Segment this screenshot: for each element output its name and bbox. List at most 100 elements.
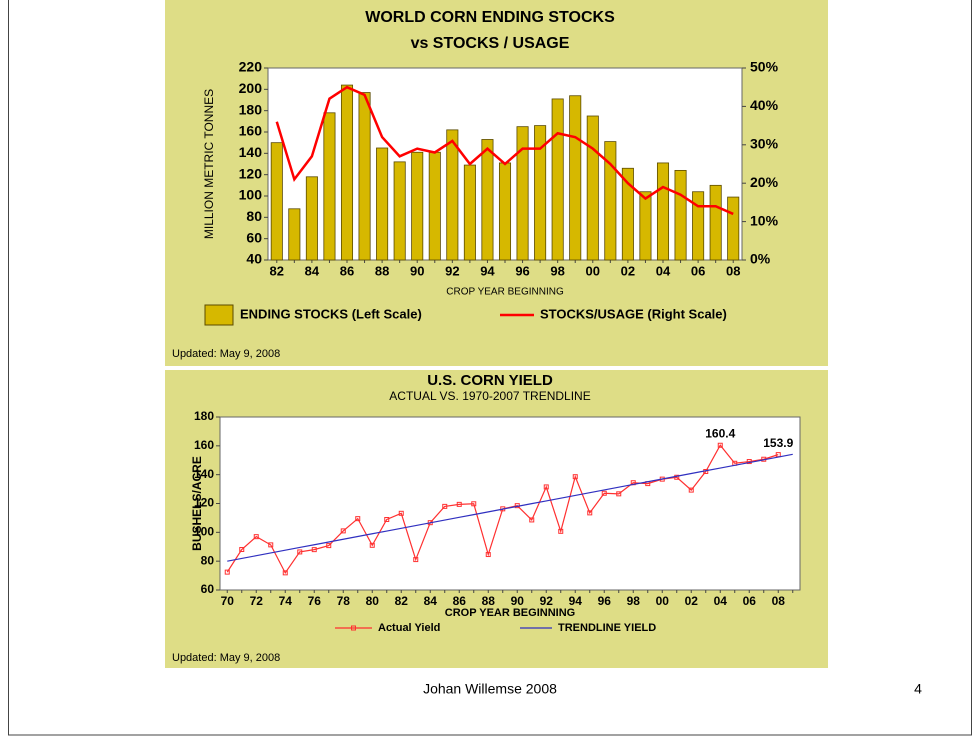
x-tick-label: 92: [540, 594, 554, 608]
legend-label: STOCKS/USAGE (Right Scale): [540, 306, 727, 321]
x-tick-label: 84: [305, 263, 320, 278]
legend-label: ENDING STOCKS (Left Scale): [240, 306, 422, 321]
x-tick-label: 82: [395, 594, 409, 608]
x-tick-label: 90: [511, 594, 525, 608]
point: [717, 442, 723, 448]
y-tick-label: 100: [239, 187, 263, 203]
y-tick-label: 60: [246, 229, 262, 245]
y-tick-label: 120: [239, 165, 263, 181]
point: [253, 534, 259, 540]
bar: [376, 147, 389, 261]
bar: [727, 196, 740, 261]
x-tick-label: 86: [453, 594, 467, 608]
y-tick-label: 60: [201, 582, 215, 596]
point: [340, 528, 346, 534]
y-tick-label: 160: [194, 438, 214, 452]
plot-area: [219, 416, 801, 591]
bar: [340, 84, 354, 261]
bar: [692, 191, 705, 261]
point: [224, 569, 230, 575]
bar: [621, 167, 634, 261]
point: [587, 510, 593, 516]
x-tick-label: 80: [366, 594, 380, 608]
bar: [569, 95, 582, 261]
point: [398, 510, 404, 516]
point: [268, 542, 274, 548]
point: [688, 487, 694, 493]
legend-swatch: [351, 625, 356, 631]
legend-label: TRENDLINE YIELD: [558, 622, 656, 634]
y2-tick-label: 30%: [750, 136, 779, 152]
point: [558, 528, 564, 534]
x-tick-label: 78: [337, 594, 351, 608]
bar: [358, 92, 371, 261]
x-tick-label: 86: [340, 263, 354, 278]
y2-tick-label: 0%: [750, 251, 771, 267]
bar: [428, 151, 441, 261]
x-tick-label: 00: [656, 594, 670, 608]
page-number: 4: [914, 681, 922, 697]
data-label: 153.9: [763, 436, 793, 450]
y2-tick-label: 20%: [750, 174, 779, 190]
y-tick-label: 140: [239, 144, 263, 160]
chart-title: U.S. CORN YIELD: [427, 372, 553, 389]
point: [456, 501, 462, 507]
chart-subtitle: ACTUAL VS. 1970-2007 TRENDLINE: [389, 389, 590, 403]
y2-tick-label: 50%: [750, 59, 779, 75]
bar: [586, 115, 599, 261]
y-tick-label: 80: [201, 553, 215, 567]
x-tick-label: 98: [550, 263, 564, 278]
bar: [481, 139, 494, 261]
legend-swatch: [204, 304, 234, 326]
point: [384, 517, 390, 523]
y2-tick-label: 10%: [750, 212, 779, 228]
bar: [305, 176, 318, 261]
x-tick-label: 70: [221, 594, 235, 608]
point: [297, 549, 303, 555]
y-tick-label: 160: [239, 123, 263, 139]
bar: [288, 208, 301, 261]
y-tick-label: 40: [246, 251, 262, 267]
bar: [393, 161, 406, 261]
x-tick-label: 98: [627, 594, 641, 608]
point: [413, 557, 419, 563]
point: [282, 570, 288, 576]
bar: [709, 184, 722, 261]
y-tick-label: 100: [194, 525, 214, 539]
y-tick-label: 180: [194, 409, 214, 423]
x-tick-label: 96: [515, 263, 529, 278]
point: [311, 547, 317, 553]
bar: [516, 126, 529, 261]
x-tick-label: 74: [279, 594, 293, 608]
point: [485, 552, 491, 558]
x-tick-label: 04: [656, 263, 671, 278]
chart-subtitle: vs STOCKS / USAGE: [411, 35, 570, 52]
x-tick-label: 02: [621, 263, 635, 278]
y-tick-label: 140: [194, 467, 214, 481]
note: Updated: May 9, 2008: [172, 652, 280, 664]
bar: [551, 98, 564, 261]
x-tick-label: 76: [308, 594, 322, 608]
point: [601, 490, 607, 496]
x-tick-label: 00: [586, 263, 600, 278]
x-axis-label: CROP YEAR BEGINNING: [445, 607, 575, 619]
line: [227, 453, 793, 562]
x-tick-label: 08: [726, 263, 740, 278]
x-tick-label: 72: [250, 594, 264, 608]
point: [471, 501, 477, 507]
line: [275, 85, 734, 216]
bar: [463, 164, 476, 261]
note: Updated: May 9, 2008: [172, 348, 280, 360]
x-tick-label: 84: [424, 594, 438, 608]
point: [442, 503, 448, 509]
point: [616, 491, 622, 497]
chart-title: WORLD CORN ENDING STOCKS: [365, 9, 615, 26]
x-tick-label: 08: [772, 594, 786, 608]
bar: [323, 112, 336, 261]
x-tick-label: 92: [445, 263, 459, 278]
x-tick-label: 04: [714, 594, 728, 608]
footer-author: Johan Willemse 2008: [423, 681, 557, 697]
x-tick-label: 96: [598, 594, 612, 608]
point: [746, 459, 752, 465]
